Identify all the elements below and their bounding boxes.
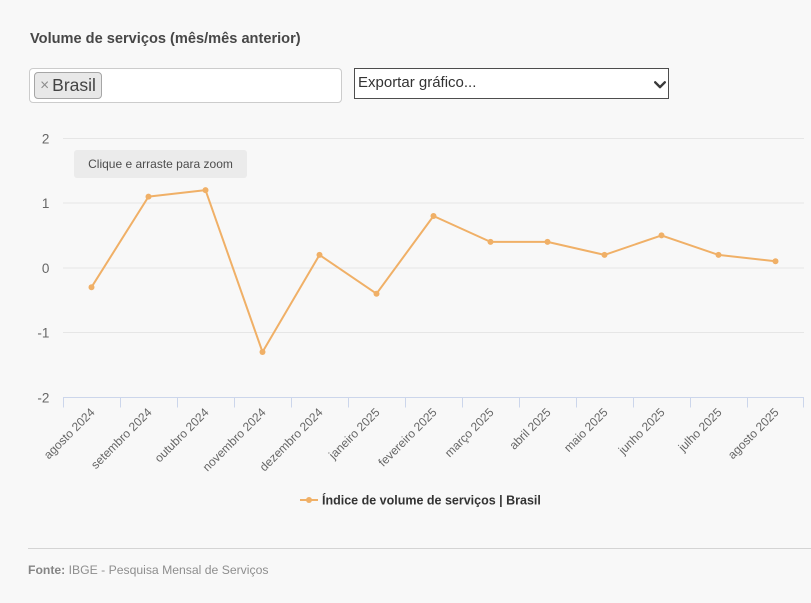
svg-text:junho 2025: junho 2025 [615, 405, 668, 458]
svg-text:maio 2025: maio 2025 [561, 405, 611, 455]
svg-text:2: 2 [42, 131, 50, 146]
svg-text:0: 0 [42, 261, 50, 276]
svg-text:agosto 2024: agosto 2024 [41, 405, 98, 462]
svg-text:1: 1 [42, 196, 50, 211]
svg-text:-1: -1 [37, 326, 49, 341]
svg-text:setembro 2024: setembro 2024 [88, 405, 155, 472]
svg-text:janeiro 2025: janeiro 2025 [325, 405, 383, 463]
svg-text:outubro 2024: outubro 2024 [152, 405, 212, 465]
svg-text:-2: -2 [37, 390, 49, 405]
svg-text:julho 2025: julho 2025 [675, 405, 725, 455]
svg-text:Índice de volume de serviços |: Índice de volume de serviços | Brasil [322, 493, 541, 508]
svg-text:agosto 2025: agosto 2025 [725, 405, 782, 462]
svg-text:abril 2025: abril 2025 [506, 405, 553, 452]
svg-text:março 2025: março 2025 [442, 405, 497, 460]
svg-text:fevereiro 2025: fevereiro 2025 [375, 405, 439, 469]
